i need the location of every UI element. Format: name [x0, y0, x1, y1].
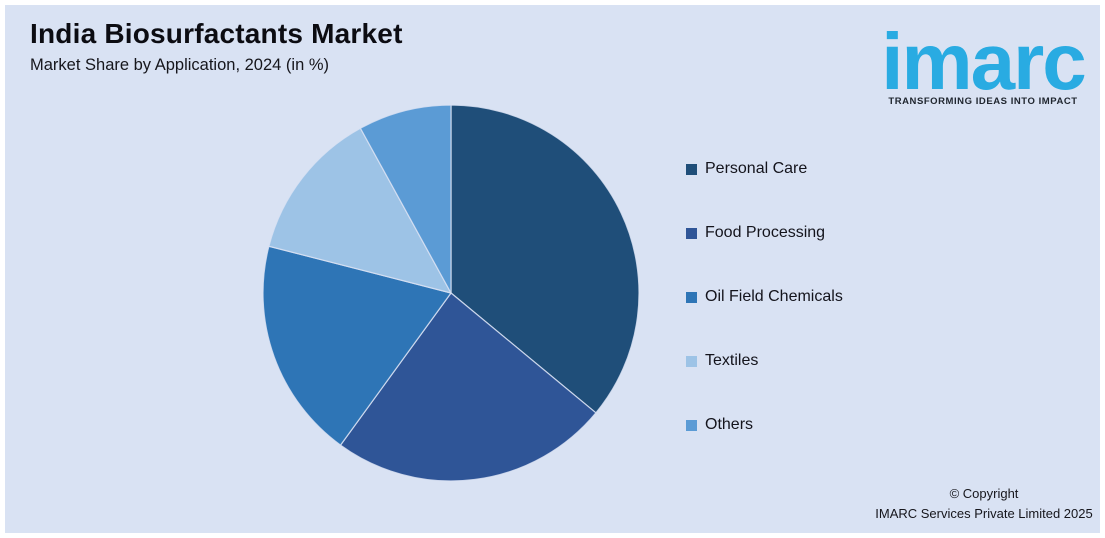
- imarc-logo: imarc TRANSFORMING IDEAS INTO IMPACT: [876, 5, 1090, 107]
- legend-item-others: Others: [686, 393, 843, 457]
- pie-slice-oil-field-chemicals: [262, 245, 452, 446]
- legend-item-textiles: Textiles: [686, 329, 843, 393]
- chart-legend: Personal Care Food Processing Oil Field Ch…: [686, 137, 843, 457]
- pie-slice-textiles: [268, 127, 452, 294]
- legend-swatch-textiles: [686, 355, 697, 367]
- copyright-line-2: IMARC Services Private Limited 2025: [875, 505, 1093, 521]
- imarc-logo-tagline: TRANSFORMING IDEAS INTO IMPACT: [888, 95, 1078, 107]
- legend-item-food-processing: Food Processing: [686, 201, 843, 265]
- legend-item-oil-field-chemicals: Oil Field Chemicals: [686, 265, 843, 329]
- pie-slice-food-processing: [339, 292, 597, 482]
- legend-item-personal-care: Personal Care: [686, 137, 843, 201]
- legend-label-others: Others: [705, 416, 754, 433]
- imarc-logo-wordmark: imarc: [881, 17, 1086, 106]
- legend-swatch-personal-care: [686, 163, 697, 175]
- copyright-notice: © Copyright IMARC Services Private Limit…: [854, 484, 1100, 523]
- pie-slice-others: [359, 104, 452, 294]
- pie-chart: [262, 104, 640, 482]
- legend-label-personal-care: Personal Care: [705, 160, 808, 177]
- copyright-line-1: © Copyright: [949, 486, 1019, 501]
- legend-swatch-others: [686, 419, 697, 431]
- legend-label-food-processing: Food Processing: [705, 224, 826, 241]
- page-title: India Biosurfactants Market: [30, 18, 403, 49]
- legend-swatch-oil-field-chemicals: [686, 291, 697, 303]
- page-subtitle: Market Share by Application, 2024 (in %): [30, 56, 329, 74]
- legend-label-oil-field-chemicals: Oil Field Chemicals: [705, 288, 843, 305]
- infographic-canvas: India Biosurfactants Market Market Share…: [5, 5, 1100, 533]
- legend-swatch-food-processing: [686, 227, 697, 239]
- legend-label-textiles: Textiles: [705, 352, 759, 369]
- pie-slice-personal-care: [450, 104, 640, 414]
